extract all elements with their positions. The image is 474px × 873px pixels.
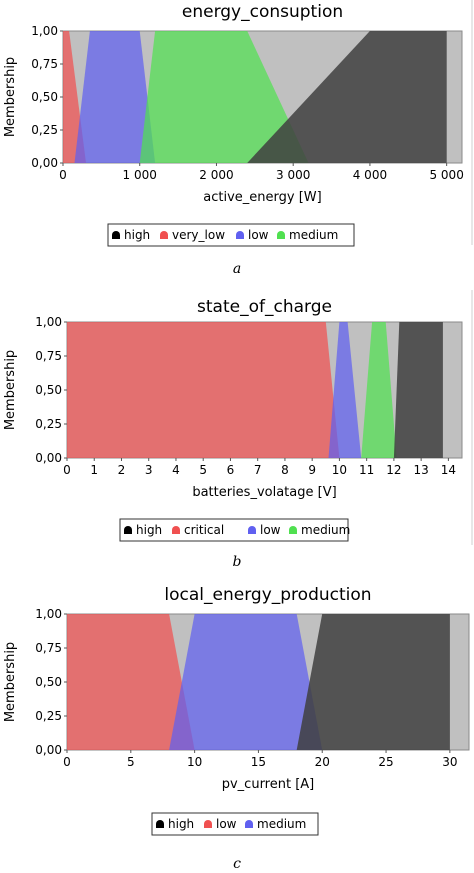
- series-area-high: [393, 322, 443, 458]
- x-tick-label: 1: [90, 463, 98, 477]
- legend-swatch-low: [204, 820, 212, 828]
- x-tick-label: 0: [59, 168, 67, 182]
- x-tick-label: 10: [187, 755, 202, 769]
- legend-swatch-medium: [245, 820, 253, 828]
- legend-swatch-low: [248, 526, 256, 534]
- chart-title: energy_consuption: [182, 2, 343, 22]
- chart-title: local_energy_production: [164, 585, 371, 605]
- x-tick-label: 30: [442, 755, 457, 769]
- x-tick-label: 10: [332, 463, 347, 477]
- x-tick-label: 5 000: [429, 168, 463, 182]
- x-tick-label: 2: [118, 463, 126, 477]
- y-tick-label: 0,00: [35, 743, 62, 757]
- legend-box: [119, 518, 349, 542]
- y-tick-label: 0,25: [35, 709, 62, 723]
- legend-label: very_low: [172, 228, 225, 242]
- y-tick-label: 0,00: [31, 156, 58, 170]
- legend-label: medium: [289, 228, 338, 242]
- legend-swatch-medium: [289, 526, 297, 534]
- legend-swatch-low: [236, 231, 244, 239]
- x-axis-label: active_energy [W]: [203, 190, 321, 205]
- y-tick-label: 1,00: [35, 315, 62, 329]
- y-tick-label: 0,75: [31, 57, 58, 71]
- legend-swatch-medium: [277, 231, 285, 239]
- legend-label: high: [168, 817, 194, 831]
- x-axis-label: pv_current [A]: [222, 777, 315, 792]
- series-area-medium: [139, 31, 309, 163]
- x-tick-label: 0: [63, 463, 71, 477]
- series-area-critical: [67, 322, 340, 458]
- x-tick-label: 4: [172, 463, 180, 477]
- x-tick-label: 3: [145, 463, 153, 477]
- x-tick-label: 12: [386, 463, 401, 477]
- legend-label: high: [124, 228, 150, 242]
- x-tick-label: 4 000: [353, 168, 387, 182]
- x-tick-label: 2 000: [199, 168, 233, 182]
- panel-caption: b: [233, 554, 242, 570]
- chart-panel-3: local_energy_production 0,00 0,25 0,50 0,75 1…: [3, 585, 470, 872]
- series-area-medium: [169, 614, 323, 750]
- legend-label: medium: [257, 817, 306, 831]
- x-axis-label: batteries_volatage [V]: [192, 485, 336, 500]
- y-axis-label: Membership: [3, 642, 18, 722]
- legend-swatch-critical: [172, 526, 180, 534]
- series-area-low: [67, 614, 195, 750]
- x-tick-label: 11: [359, 463, 374, 477]
- y-axis-label: Membership: [3, 57, 18, 137]
- y-tick-label: 0,75: [35, 349, 62, 363]
- legend-swatch-high: [124, 526, 132, 534]
- y-tick-label: 0,50: [35, 675, 62, 689]
- y-tick-label: 0,00: [35, 451, 62, 465]
- y-tick-label: 0,25: [35, 417, 62, 431]
- x-tick-label: 5: [127, 755, 135, 769]
- legend: high very_low low medium: [107, 223, 355, 247]
- legend-label: high: [136, 523, 162, 537]
- x-tick-label: 25: [378, 755, 393, 769]
- legend: high critical low medium: [119, 518, 350, 542]
- legend-swatch-high: [156, 820, 164, 828]
- legend-box: [107, 223, 355, 247]
- legend-label: medium: [301, 523, 350, 537]
- x-tick-label: 8: [281, 463, 289, 477]
- x-tick-label: 13: [413, 463, 428, 477]
- x-tick-label: 9: [308, 463, 316, 477]
- x-tick-label: 1 000: [123, 168, 157, 182]
- panel-caption: c: [233, 856, 241, 872]
- y-tick-label: 1,00: [35, 607, 62, 621]
- series-area-low: [328, 322, 362, 458]
- legend: high low medium: [151, 812, 319, 836]
- legend-label: low: [216, 817, 237, 831]
- y-tick-label: 0,50: [31, 90, 58, 104]
- y-tick-label: 1,00: [31, 24, 58, 38]
- x-tick-label: 6: [227, 463, 235, 477]
- panel-caption: a: [233, 261, 241, 277]
- x-tick-label: 14: [441, 463, 456, 477]
- x-tick-label: 7: [254, 463, 262, 477]
- x-tick-label: 20: [315, 755, 330, 769]
- legend-label: critical: [184, 523, 224, 537]
- chart-panel-1: energy_consuption 0,00 0,25 0,50 0,75 1,00 0 1 …: [3, 2, 464, 277]
- x-tick-label: 0: [63, 755, 71, 769]
- y-tick-label: 0,75: [35, 641, 62, 655]
- legend-label: low: [248, 228, 269, 242]
- series-area-low: [74, 31, 156, 163]
- y-tick-label: 0,50: [35, 383, 62, 397]
- x-tick-label: 5: [199, 463, 207, 477]
- legend-label: low: [260, 523, 281, 537]
- legend-box: [151, 812, 319, 836]
- x-tick-label: 15: [251, 755, 266, 769]
- y-tick-label: 0,25: [31, 123, 58, 137]
- x-tick-label: 3 000: [276, 168, 310, 182]
- y-axis-label: Membership: [3, 350, 18, 430]
- legend-swatch-high: [112, 231, 120, 239]
- series-area-high: [247, 31, 447, 163]
- legend-swatch-very-low: [160, 231, 168, 239]
- series-area-medium: [361, 322, 397, 458]
- series-area-high: [296, 614, 450, 750]
- chart-title: state_of_charge: [197, 297, 332, 317]
